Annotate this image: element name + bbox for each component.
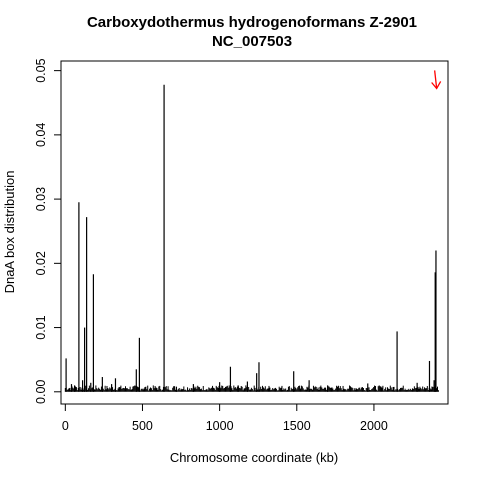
x-tick-label: 500 <box>132 419 153 433</box>
y-tick-label: 0.02 <box>34 251 48 275</box>
y-tick-label: 0.00 <box>34 380 48 404</box>
x-tick-label: 1000 <box>206 419 234 433</box>
x-axis: 0 500 1000 1500 2000 <box>62 403 388 433</box>
y-tick-label: 0.01 <box>34 315 48 339</box>
chart-title-line2: NC_007503 <box>212 33 292 50</box>
origin-marker <box>431 70 442 90</box>
x-axis-label: Chromosome coordinate (kb) <box>170 450 338 465</box>
y-tick-label: 0.04 <box>34 123 48 147</box>
y-tick-label: 0.05 <box>34 58 48 82</box>
bar-series <box>64 84 439 392</box>
marker-arrow-head <box>431 81 442 90</box>
y-axis-label: DnaA box distribution <box>2 171 17 294</box>
marker-arrow-shaft <box>434 70 438 89</box>
y-tick-label: 0.03 <box>34 187 48 211</box>
y-axis: 0.00 0.01 0.02 0.03 0.04 0.05 <box>34 58 62 404</box>
plot-frame <box>60 60 449 405</box>
x-tick-label: 1500 <box>283 419 311 433</box>
x-tick-label: 0 <box>62 419 69 433</box>
x-tick-label: 2000 <box>360 419 388 433</box>
chart-title-line1: Carboxydothermus hydrogenoformans Z-2901 <box>87 14 417 31</box>
